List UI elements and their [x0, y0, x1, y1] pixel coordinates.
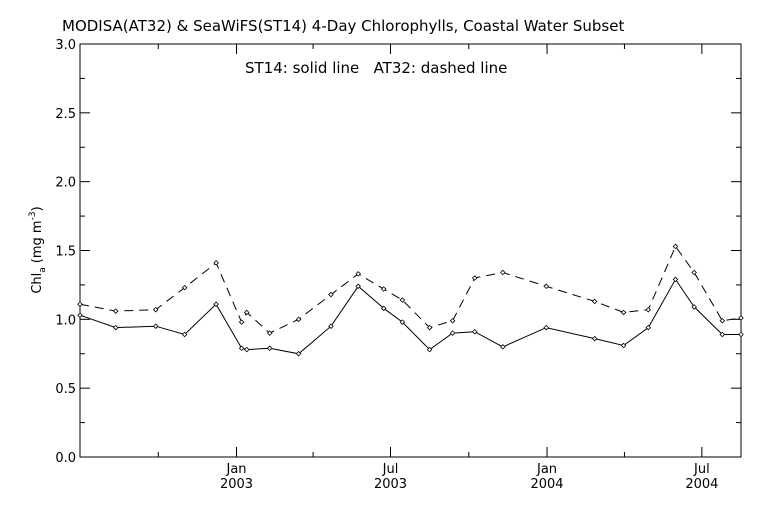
y-axis-label-sub: a [38, 267, 48, 273]
x-tick-month: Jan [536, 462, 557, 477]
data-point-at32 [328, 291, 334, 298]
data-point-at32 [543, 283, 549, 290]
x-tick-month: Jul [693, 462, 710, 477]
data-point-st14 [213, 301, 219, 307]
chart-title: MODISA(AT32) & SeaWiFS(ST14) 4-Day Chlor… [62, 17, 624, 35]
legend-annotation: ST14: solid line AT32: dashed line [245, 59, 507, 77]
data-point-at32 [738, 315, 744, 321]
y-axis: 0.0 0.5 1.0 1.5 2.0 2.5 3.0 [55, 38, 741, 466]
data-point-at32 [399, 297, 406, 303]
series-at32 [77, 243, 744, 336]
data-point-at32 [449, 317, 456, 324]
y-tick-label: 2.5 [55, 107, 76, 122]
data-point-at32 [112, 308, 119, 314]
y-tick-label: 3.0 [55, 38, 76, 53]
series-line-at32 [79, 245, 742, 334]
data-point-at32 [719, 317, 726, 324]
data-point-st14 [295, 350, 302, 357]
data-point-at32 [620, 309, 627, 316]
data-point-at32 [471, 275, 478, 281]
data-point-at32 [380, 286, 387, 292]
x-tick-month: Jul [382, 462, 399, 477]
data-point-st14 [77, 312, 83, 318]
y-tick-label: 1.5 [55, 245, 76, 260]
data-point-st14 [691, 304, 697, 310]
data-point-st14 [399, 319, 406, 325]
y-axis-label-sup: -3 [28, 211, 38, 220]
data-point-at32 [355, 271, 361, 277]
data-point-st14 [380, 305, 387, 312]
data-point-st14 [328, 323, 334, 329]
y-tick-label: 0.5 [55, 382, 76, 397]
data-point-at32 [213, 260, 219, 266]
data-point-st14 [471, 328, 478, 335]
data-point-st14 [620, 342, 627, 349]
y-axis-label: Chla (mg m-3) [28, 206, 48, 293]
y-axis-label-close: ) [30, 206, 45, 211]
plot-frame [79, 43, 742, 458]
data-point-st14 [672, 276, 679, 283]
data-point-st14 [243, 346, 250, 353]
data-point-st14 [426, 346, 433, 353]
data-point-at32 [181, 284, 188, 291]
data-point-at32 [238, 319, 245, 325]
x-tick-year: 2003 [220, 477, 253, 492]
y-axis-label-main: Chl [30, 273, 45, 294]
data-point-st14 [112, 324, 119, 331]
series-line-st14 [79, 278, 741, 355]
data-point-at32 [645, 306, 652, 313]
data-point-st14 [500, 344, 506, 350]
x-tick-month: Jan [226, 462, 247, 477]
data-point-st14 [591, 335, 598, 342]
data-point-st14 [152, 323, 159, 329]
data-point-at32 [77, 301, 83, 307]
data-point-st14 [266, 345, 273, 352]
data-point-at32 [266, 330, 273, 336]
y-tick-label: 0.0 [55, 451, 76, 466]
data-point-st14 [645, 324, 652, 331]
y-tick-label: 1.0 [55, 313, 76, 328]
data-point-at32 [295, 316, 302, 323]
data-point-st14 [449, 330, 456, 336]
data-point-at32 [426, 324, 433, 331]
y-tick-label: 2.0 [55, 176, 76, 191]
data-point-at32 [243, 309, 250, 316]
x-tick-year: 2004 [685, 477, 718, 492]
data-point-at32 [152, 306, 159, 313]
data-point-at32 [591, 298, 598, 305]
series-layer [77, 243, 744, 357]
data-point-at32 [672, 243, 679, 250]
data-point-st14 [738, 331, 744, 338]
data-point-st14 [355, 283, 361, 290]
data-point-st14 [543, 324, 549, 331]
x-tick-year: 2003 [374, 477, 407, 492]
data-point-at32 [500, 269, 506, 276]
data-point-st14 [181, 331, 188, 338]
data-point-at32 [691, 269, 697, 276]
data-point-st14 [238, 345, 245, 352]
data-point-st14 [719, 331, 726, 338]
y-axis-label-units: (mg m [30, 220, 45, 263]
x-tick-year: 2004 [530, 477, 563, 492]
series-st14 [77, 276, 744, 357]
